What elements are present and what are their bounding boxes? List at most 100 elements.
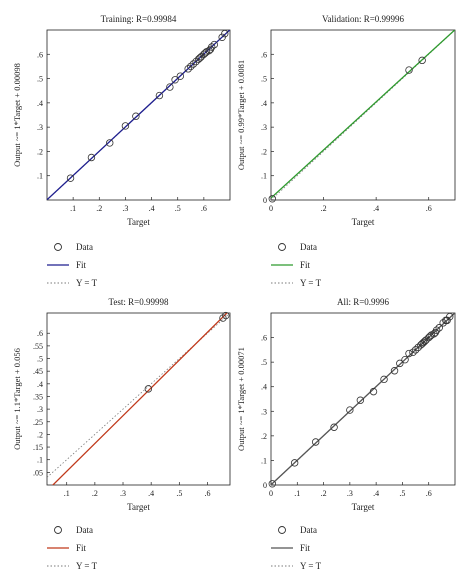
data-point [346, 406, 354, 414]
chart-title: Validation: R=0.99996 [322, 14, 405, 24]
y-tick-label: .6 [37, 50, 43, 59]
data-point [409, 348, 417, 357]
legend: Data Fit Y = T [47, 525, 98, 571]
x-tick-label: .2 [321, 204, 327, 213]
legend: Data Fit Y = T [271, 525, 322, 571]
legend-data-label: Data [300, 242, 317, 252]
data-point [268, 480, 277, 488]
legend-data-marker [278, 526, 286, 534]
chart-panel-4: 0 .1 .2 .3 .4 .5 .6 0 .1 .2 .3 .4 .5 .6 All: R=0.9996 T… [236, 297, 456, 571]
x-tick-label: .5 [175, 204, 181, 213]
identity-line [47, 313, 230, 478]
data-point [421, 337, 429, 345]
x-axis-label: Target [127, 217, 150, 227]
chart-title: Test: R=0.99998 [109, 297, 169, 307]
data-point [330, 423, 338, 431]
data-point [411, 346, 420, 354]
data-point [417, 341, 425, 349]
y-tick-label: .6 [261, 50, 267, 59]
legend-data-marker [278, 243, 286, 251]
y-tick-label: 0 [263, 196, 267, 205]
y-tick-label: .3 [261, 123, 267, 132]
x-tick-label: .3 [120, 489, 126, 498]
y-tick-label: .2 [261, 147, 267, 156]
x-tick-label: .5 [176, 489, 182, 498]
x-tick-label: .6 [201, 204, 207, 213]
data-point [218, 33, 226, 41]
data-point [222, 311, 230, 320]
data-point [210, 40, 219, 49]
y-tick-label: .6 [37, 329, 43, 338]
legend: Data Fit Y = T [47, 242, 98, 288]
y-tick-label: .55 [33, 342, 43, 351]
fit-line [271, 30, 455, 199]
data-point [121, 122, 130, 130]
data-point [221, 29, 229, 38]
data-point [405, 349, 413, 358]
legend-yt-label: Y = T [300, 561, 322, 571]
x-tick-label: .3 [347, 489, 353, 498]
y-tick-label: .1 [261, 456, 267, 465]
data-point [311, 438, 320, 446]
x-tick-label: .4 [373, 204, 379, 213]
y-tick-label: 0 [263, 481, 267, 490]
data-point [219, 314, 227, 322]
x-tick-label: .2 [321, 489, 327, 498]
legend-data-marker [54, 243, 62, 251]
y-tick-label: .4 [37, 99, 43, 108]
x-tick-label: .6 [426, 489, 432, 498]
data-point [446, 312, 454, 321]
x-axis-label: Target [127, 502, 150, 512]
data-point [425, 333, 433, 342]
axes-frame [46, 29, 231, 201]
x-tick-label: .2 [96, 204, 102, 213]
data-point [418, 56, 426, 65]
legend-yt-label: Y = T [300, 278, 322, 288]
data-point [356, 396, 365, 404]
data-point [369, 387, 378, 396]
data-point [396, 359, 404, 368]
y-tick-label: .3 [37, 405, 43, 414]
y-axis-label: Output ~= 1.1*Target + 0.056 [12, 348, 22, 450]
x-tick-label: 0 [269, 489, 273, 498]
x-tick-label: .3 [122, 204, 128, 213]
data-point [106, 139, 114, 147]
legend-fit-label: Fit [76, 260, 87, 270]
fit-line [51, 313, 228, 485]
x-tick-label: .4 [148, 489, 154, 498]
data-point [194, 55, 203, 63]
y-axis-label: Output ~= 0.99*Target + 0.0081 [236, 60, 246, 170]
data-point [87, 153, 96, 162]
data-point [166, 83, 174, 91]
x-axis-label: Target [352, 502, 375, 512]
y-axis-label: Output ~= 1*Target + 0.00098 [12, 63, 22, 167]
data-point [390, 367, 399, 375]
data-point [414, 343, 422, 352]
data-point [405, 66, 413, 74]
data-point [401, 355, 409, 364]
data-point [443, 316, 451, 325]
y-tick-label: .6 [261, 334, 267, 343]
y-tick-label: .35 [33, 392, 43, 401]
data-point [435, 324, 443, 332]
data-point [268, 195, 277, 203]
data-point [418, 340, 426, 348]
data-point [155, 91, 164, 100]
data-point [419, 338, 428, 347]
legend-fit-label: Fit [300, 543, 311, 553]
y-tick-label: .1 [37, 172, 43, 181]
y-tick-label: .15 [33, 443, 43, 452]
y-tick-label: .4 [261, 383, 267, 392]
legend-data-label: Data [76, 525, 93, 535]
y-tick-label: .5 [37, 355, 43, 364]
data-point [201, 49, 209, 57]
data-point [144, 385, 153, 393]
identity-line [271, 30, 455, 200]
y-tick-label: .4 [37, 380, 43, 389]
axes-frame [46, 312, 231, 486]
chart-panel-2: 0 .2 .4 .6 0 .1 .2 .3 .4 .5 .6 Validation: R=0.9999… [236, 14, 456, 288]
y-tick-label: .2 [261, 432, 267, 441]
fit-line [47, 30, 230, 200]
chart-title: All: R=0.9996 [337, 297, 390, 307]
